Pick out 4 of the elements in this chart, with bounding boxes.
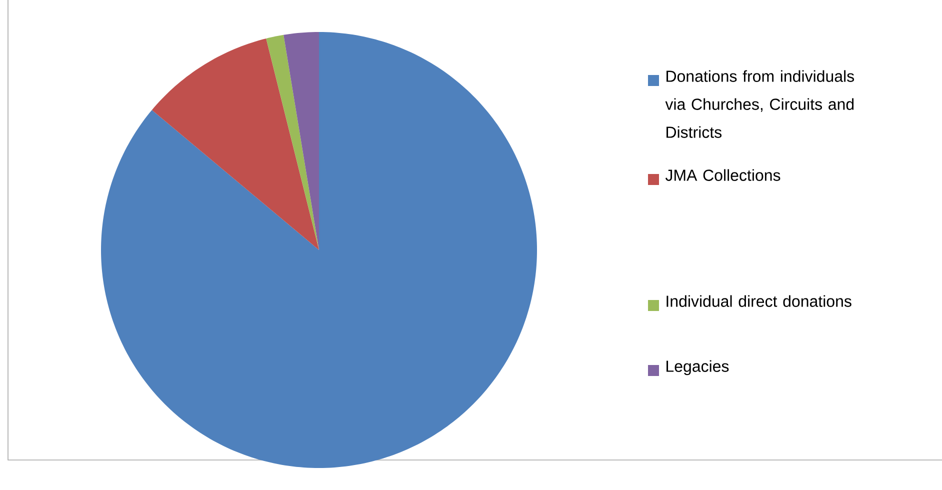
legend-label: JMA Collections	[665, 169, 780, 181]
legend-label: Donations from individuals via Churches, Circuits and Districts	[665, 70, 854, 138]
legend-label: Legacies	[666, 360, 729, 376]
legend-label: Individual direct donations	[666, 295, 852, 307]
